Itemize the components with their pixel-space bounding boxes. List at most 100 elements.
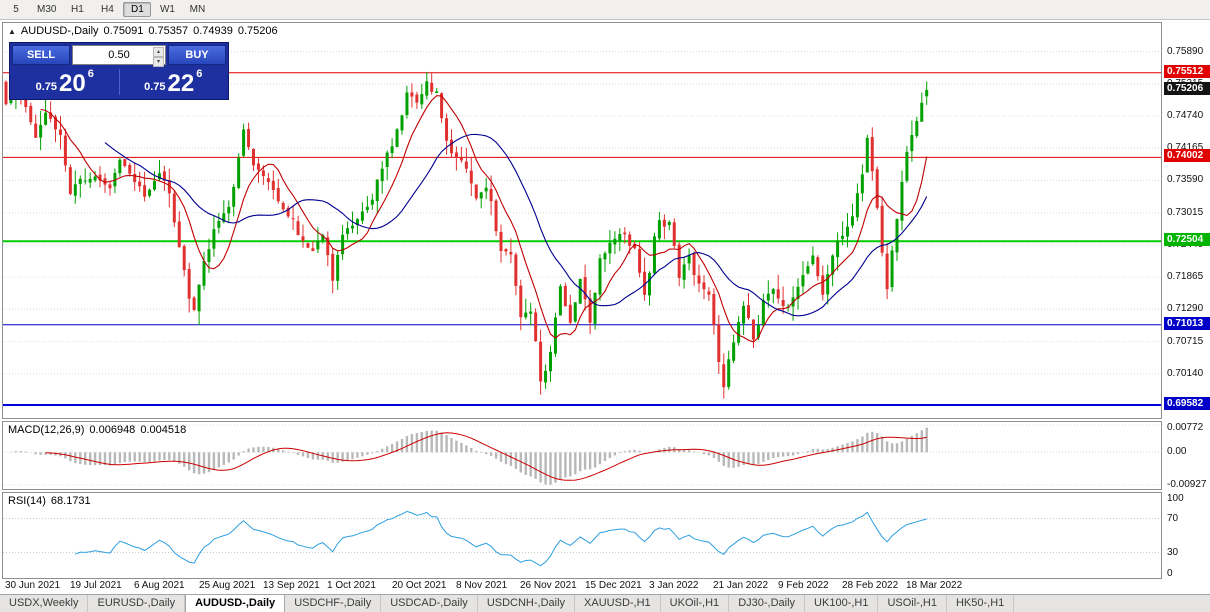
rsi-scale-label: 30 bbox=[1167, 547, 1179, 558]
chart-tab-usdcad-daily[interactable]: USDCAD-,Daily bbox=[381, 595, 478, 612]
chart-tab-hk50-h1[interactable]: HK50-,H1 bbox=[947, 595, 1015, 612]
ohlc-low: 0.74939 bbox=[193, 25, 233, 37]
rsi-scale-label: 70 bbox=[1167, 513, 1179, 524]
chart-tab-usoil-h1[interactable]: USOil-,H1 bbox=[878, 595, 947, 612]
buy-price-prefix: 0.75 bbox=[144, 81, 166, 93]
buy-price-pip: 6 bbox=[196, 68, 203, 80]
tab-bar: USDX,Weekly EURUSD-,Daily AUDUSD-,Daily USD… bbox=[0, 594, 1210, 612]
rsi-canvas[interactable] bbox=[3, 493, 1161, 578]
rsi-gridlines bbox=[3, 518, 1161, 553]
price-tag: 0.75512 bbox=[1164, 65, 1210, 78]
macd-histogram bbox=[9, 427, 928, 485]
timeframe-toolbar: 5 M30 H1 H4 D1 W1 MN bbox=[0, 0, 1210, 20]
macd-scale-label: -0.00927 bbox=[1167, 479, 1207, 490]
macd-scale-label: 0.00 bbox=[1167, 446, 1187, 457]
volume-spinner[interactable]: ▴ ▾ bbox=[153, 47, 164, 67]
chart-tab-eurusd-daily[interactable]: EURUSD-,Daily bbox=[88, 595, 186, 612]
time-axis-label: 20 Oct 2021 bbox=[392, 580, 447, 591]
one-click-trading-panel: SELL 0.50 ▴ ▾ BUY 0.75 20 6 0.75 22 6 bbox=[9, 42, 229, 100]
chart-tab-xauusd-h1[interactable]: XAUUSD-,H1 bbox=[575, 595, 661, 612]
sell-price-prefix: 0.75 bbox=[35, 81, 58, 93]
macd-signal-value: 0.004518 bbox=[140, 424, 187, 436]
rsi-label: RSI(14) 68.1731 bbox=[8, 495, 91, 507]
timeframe-button-w1[interactable]: W1 bbox=[159, 4, 175, 15]
buy-button[interactable]: BUY bbox=[168, 45, 226, 65]
sell-price-pip: 6 bbox=[87, 68, 94, 80]
price-scale-label: 0.75890 bbox=[1167, 46, 1204, 57]
timeframe-button-h1[interactable]: H1 bbox=[71, 4, 84, 15]
price-tag: 0.72504 bbox=[1164, 233, 1210, 246]
price-chart-pane[interactable]: ▲ AUDUSD-,Daily 0.75091 0.75357 0.74939 … bbox=[2, 22, 1162, 419]
price-scale-label: 0.70140 bbox=[1167, 368, 1204, 379]
ma-slow-line bbox=[104, 133, 928, 317]
timeframe-button-m30[interactable]: M30 bbox=[37, 4, 57, 15]
buy-price-big: 22 bbox=[167, 70, 195, 97]
rsi-line bbox=[75, 510, 927, 567]
sell-price[interactable]: 0.75 20 6 bbox=[12, 67, 118, 97]
timeframe-button-5[interactable]: 5 bbox=[13, 4, 19, 15]
macd-scale-label: 0.00772 bbox=[1167, 422, 1204, 433]
time-axis-label: 9 Feb 2022 bbox=[778, 580, 829, 591]
candles-series bbox=[4, 71, 929, 399]
time-axis-label: 3 Jan 2022 bbox=[649, 580, 699, 591]
time-axis[interactable]: 30 Jun 2021 19 Jul 2021 6 Aug 2021 25 Aug 2… bbox=[2, 580, 1162, 594]
time-axis-label: 19 Jul 2021 bbox=[70, 580, 122, 591]
horizontal-level-lines[interactable] bbox=[3, 72, 1161, 406]
sell-price-big: 20 bbox=[59, 70, 86, 97]
ohlc-open: 0.75091 bbox=[103, 25, 144, 37]
macd-signal-line bbox=[45, 432, 927, 481]
price-scale-label: 0.74740 bbox=[1167, 110, 1204, 121]
chart-tab-usdcnh-daily[interactable]: USDCNH-,Daily bbox=[478, 595, 576, 612]
timeframe-button-mn[interactable]: MN bbox=[189, 4, 206, 15]
price-scale-label: 0.74165 bbox=[1167, 142, 1204, 153]
price-gridlines bbox=[3, 51, 1161, 407]
ohlc-high: 0.75357 bbox=[148, 25, 189, 37]
volume-input[interactable]: 0.50 ▴ ▾ bbox=[72, 45, 166, 67]
time-axis-label: 26 Nov 2021 bbox=[520, 580, 577, 591]
price-scale-label: 0.71865 bbox=[1167, 271, 1204, 282]
time-axis-label: 15 Dec 2021 bbox=[585, 580, 642, 591]
chart-tab-usdchf-daily[interactable]: USDCHF-,Daily bbox=[285, 595, 382, 612]
price-chart-canvas[interactable] bbox=[3, 23, 1161, 418]
spin-up-icon[interactable]: ▴ bbox=[153, 47, 164, 57]
time-axis-label: 28 Feb 2022 bbox=[842, 580, 899, 591]
time-axis-label: 1 Oct 2021 bbox=[327, 580, 376, 591]
price-tag: 0.71013 bbox=[1164, 317, 1210, 330]
chart-tab-usdx-weekly[interactable]: USDX,Weekly bbox=[0, 595, 89, 612]
chart-symbol-period: AUDUSD-,Daily bbox=[20, 25, 99, 37]
macd-main-value: 0.006948 bbox=[89, 424, 136, 436]
macd-pane[interactable]: MACD(12,26,9) 0.006948 0.004518 bbox=[2, 421, 1162, 490]
rsi-scale-label: 100 bbox=[1167, 493, 1184, 504]
time-axis-label: 30 Jun 2021 bbox=[5, 580, 61, 591]
time-axis-label: 25 Aug 2021 bbox=[199, 580, 256, 591]
sell-button[interactable]: SELL bbox=[12, 45, 70, 65]
timeframe-button-h4[interactable]: H4 bbox=[101, 4, 114, 15]
chart-tab-ukoil-h1[interactable]: UKOil-,H1 bbox=[661, 595, 730, 612]
time-axis-label: 21 Jan 2022 bbox=[713, 580, 769, 591]
timeframe-button-group: 5 M30 H1 H4 D1 W1 MN bbox=[1, 2, 212, 17]
price-scale-label: 0.70715 bbox=[1167, 336, 1204, 347]
price-scale-label: 0.73015 bbox=[1167, 207, 1204, 218]
price-scale-label: 0.73590 bbox=[1167, 174, 1204, 185]
rsi-name: RSI(14) bbox=[8, 495, 46, 507]
macd-name: MACD(12,26,9) bbox=[8, 424, 85, 436]
rsi-value: 68.1731 bbox=[50, 495, 91, 507]
price-tag: 0.69582 bbox=[1164, 397, 1210, 410]
chart-tab-uk100-h1[interactable]: UK100-,H1 bbox=[805, 595, 879, 612]
macd-canvas[interactable] bbox=[3, 422, 1161, 489]
timeframe-button-d1[interactable]: D1 bbox=[123, 2, 152, 17]
chart-title: ▲ AUDUSD-,Daily 0.75091 0.75357 0.74939 … bbox=[8, 25, 278, 38]
one-click-panel-toggle-icon[interactable]: ▲ bbox=[8, 27, 16, 36]
ohlc-close: 0.75206 bbox=[237, 25, 278, 37]
time-axis-label: 8 Nov 2021 bbox=[456, 580, 508, 591]
chart-tab-dj30-daily[interactable]: DJ30-,Daily bbox=[729, 595, 806, 612]
price-scale-label: 0.71290 bbox=[1167, 303, 1204, 314]
price-scale[interactable]: 0.758900.753150.747400.741650.735900.730… bbox=[1164, 20, 1210, 594]
price-tag: 0.75206 bbox=[1164, 82, 1210, 95]
time-axis-label: 18 Mar 2022 bbox=[906, 580, 963, 591]
spin-down-icon[interactable]: ▾ bbox=[153, 57, 164, 67]
chart-tab-audusd-daily[interactable]: AUDUSD-,Daily bbox=[185, 595, 286, 612]
macd-gridlines bbox=[3, 424, 1161, 486]
rsi-pane[interactable]: RSI(14) 68.1731 bbox=[2, 492, 1162, 579]
buy-price[interactable]: 0.75 22 6 bbox=[121, 67, 227, 97]
